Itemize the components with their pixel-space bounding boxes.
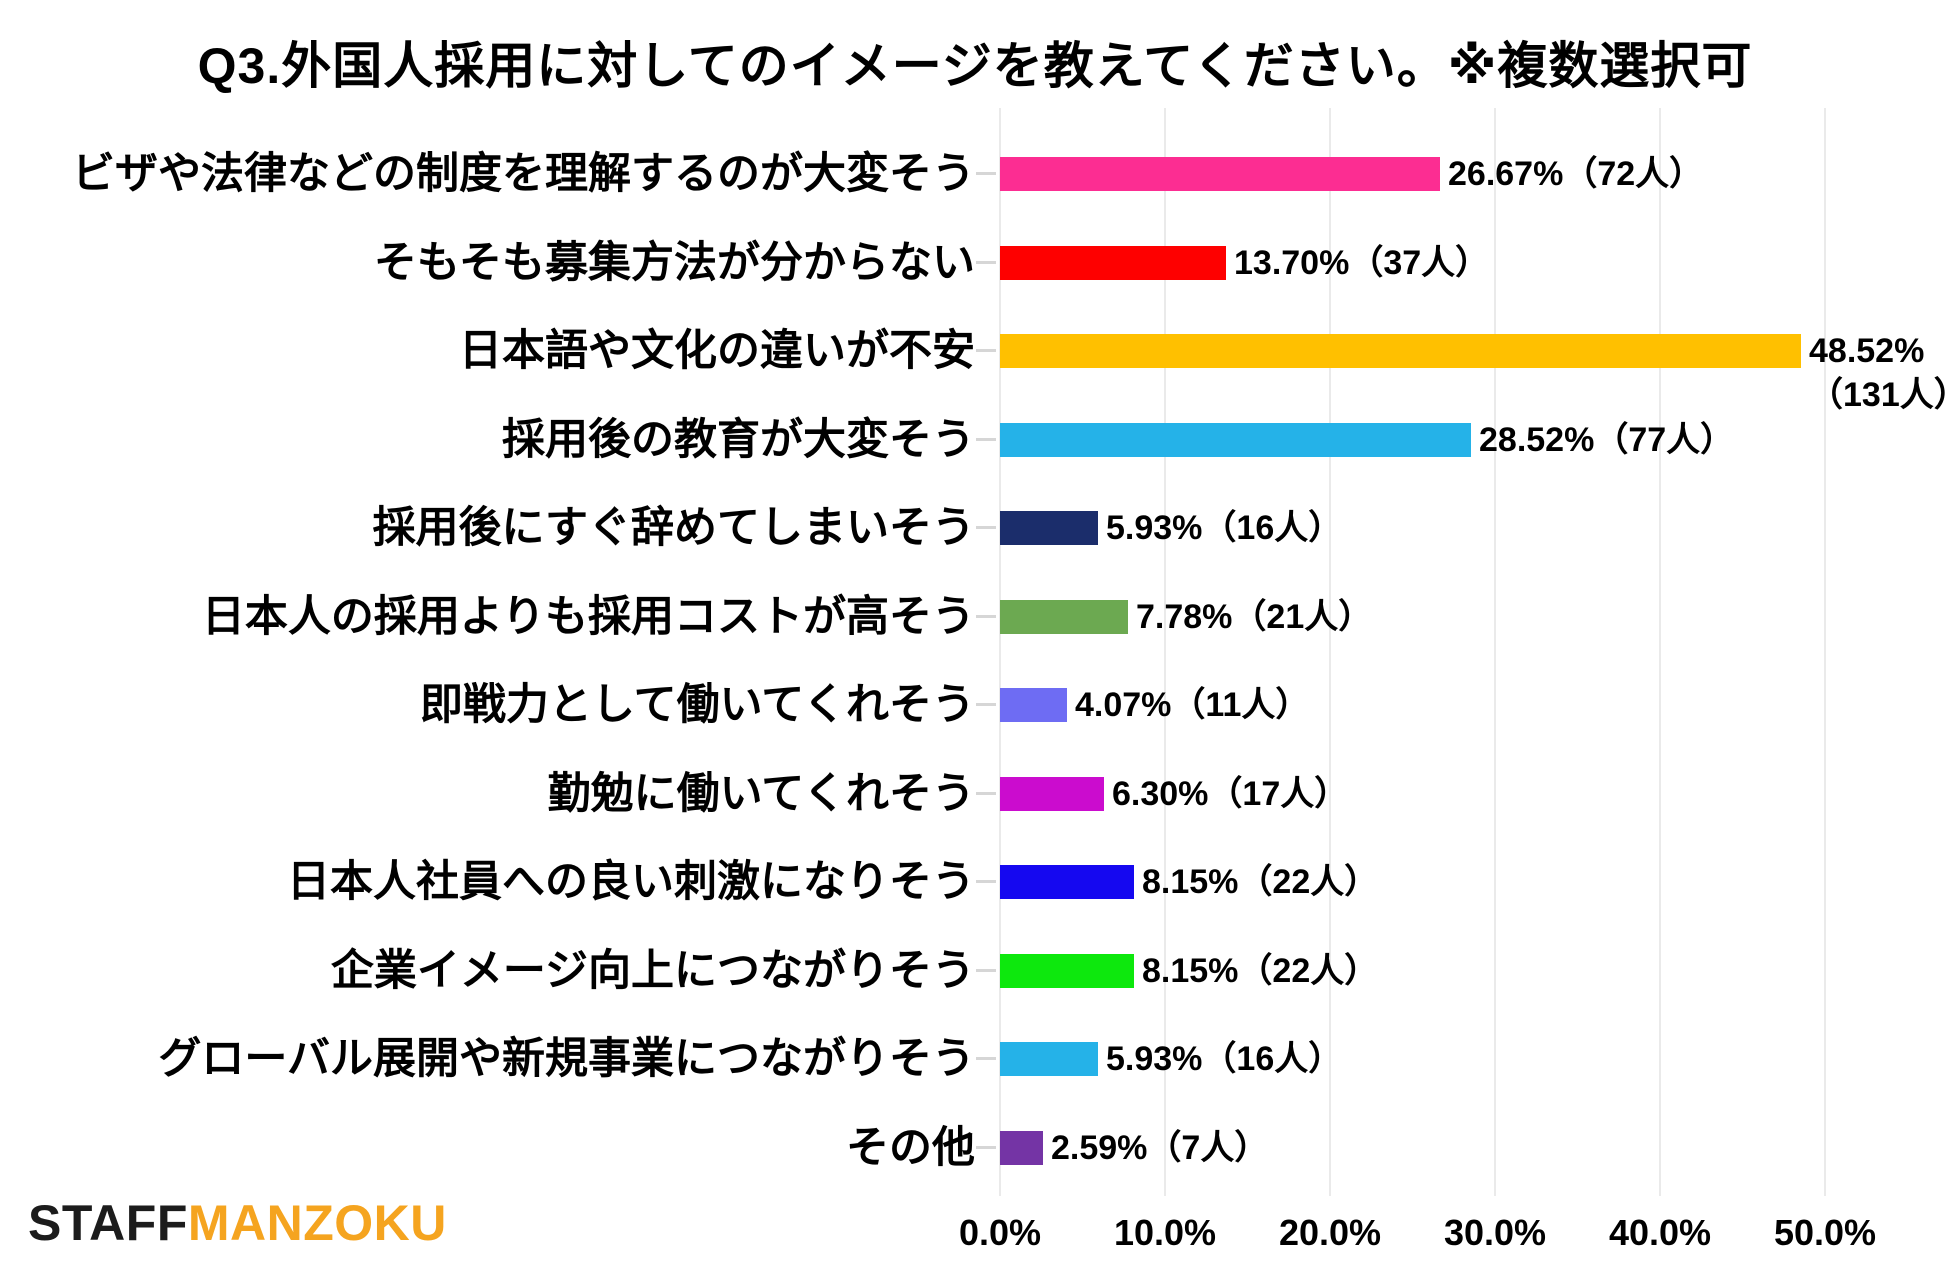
x-axis-tick-label: 20.0% — [1278, 1212, 1382, 1253]
chart-title: Q3.外国人採用に対してのイメージを教えてください。※複数選択可 — [197, 38, 1753, 94]
value-label-line: 8.15%（22人） — [1142, 863, 1379, 901]
gridline — [1164, 108, 1166, 1196]
value-label: 13.70%（37人） — [1234, 241, 1489, 285]
category-tick — [976, 791, 996, 795]
value-label-line: 5.93%（16人） — [1106, 509, 1343, 547]
bar — [1000, 422, 1471, 457]
value-label-line: 2.59%（7人） — [1051, 1128, 1269, 1167]
category-label: 即戦力として働いてくれそう — [419, 681, 975, 729]
value-label: 48.52% （131人） — [1809, 329, 1950, 417]
bar — [1000, 776, 1104, 811]
value-label-line: 13.70%（37人） — [1234, 243, 1490, 282]
bar — [1000, 334, 1801, 368]
category-tick — [976, 437, 996, 441]
value-label-line: 5.93%（16人） — [1106, 1040, 1343, 1078]
value-label-line: 48.52% — [1809, 332, 1925, 370]
logo-manzoku-text: MANZOKU — [187, 1195, 447, 1251]
gridline — [1824, 108, 1826, 1196]
value-label-line: 26.67%（72人） — [1448, 155, 1704, 193]
value-label: 8.15%（22人） — [1142, 860, 1378, 904]
category-tick — [976, 349, 996, 352]
staffmanzoku-logo: STAFFMANZOKU — [28, 1194, 447, 1252]
gridline — [999, 108, 1001, 1196]
bar — [1000, 599, 1128, 634]
value-label-line: （131人） — [1809, 376, 1950, 414]
value-label: 4.07%（11人） — [1075, 683, 1309, 727]
category-tick — [976, 172, 996, 175]
bar — [1000, 1042, 1098, 1076]
value-label-line: 8.15%（22人） — [1142, 951, 1379, 990]
category-label: 採用後の教育が大変そう — [502, 415, 975, 464]
x-axis-tick-label: 30.0% — [1443, 1212, 1547, 1253]
value-label: 8.15%（22人） — [1142, 949, 1378, 993]
value-label: 6.30%（17人） — [1112, 772, 1348, 816]
category-tick — [976, 968, 996, 972]
category-tick — [976, 1057, 996, 1060]
x-axis-tick-label: 50.0% — [1773, 1212, 1877, 1253]
bar — [1000, 688, 1067, 722]
category-label: ビザや法律などの制度を理解するのが大変そう — [72, 150, 975, 198]
value-label: 5.93%（16人） — [1106, 506, 1342, 550]
value-label-line: 7.78%（21人） — [1136, 597, 1373, 636]
category-tick — [976, 260, 996, 264]
value-label: 26.67%（72人） — [1448, 152, 1703, 196]
value-label: 2.59%（7人） — [1051, 1126, 1268, 1170]
category-tick — [976, 703, 996, 706]
value-label-line: 6.30%（17人） — [1112, 774, 1349, 813]
bar — [1000, 1130, 1043, 1165]
category-tick — [976, 526, 996, 529]
category-tick — [976, 880, 996, 883]
logo-staff-text: STAFF — [28, 1195, 188, 1251]
bar — [1000, 157, 1440, 191]
x-axis-tick-label: 40.0% — [1608, 1212, 1712, 1253]
gridline — [1329, 108, 1331, 1196]
category-label: 日本人社員への良い刺激になりそう — [287, 858, 975, 906]
gridline — [1659, 108, 1661, 1196]
value-label-line: 4.07%（11人） — [1075, 686, 1310, 724]
value-label: 7.78%（21人） — [1136, 595, 1372, 639]
category-label: そもそも募集方法が分からない — [373, 238, 975, 287]
bar — [1000, 245, 1226, 280]
gridline — [1494, 108, 1496, 1196]
value-label: 28.52%（77人） — [1479, 418, 1734, 462]
category-label: グローバル展開や新規事業につながりそう — [158, 1035, 975, 1083]
category-tick — [976, 1145, 996, 1149]
category-label: その他 — [846, 1123, 975, 1172]
category-label: 企業イメージ向上につながりそう — [330, 946, 975, 995]
value-label: 5.93%（16人） — [1106, 1037, 1342, 1081]
category-label: 勤勉に働いてくれそう — [547, 769, 975, 818]
value-label-line: 28.52%（77人） — [1479, 420, 1735, 459]
category-label: 日本語や文化の違いが不安 — [459, 327, 975, 375]
category-label: 採用後にすぐ辞めてしまいそう — [372, 504, 975, 552]
category-label: 日本人の採用よりも採用コストが高そう — [201, 592, 975, 641]
bar — [1000, 511, 1098, 545]
category-tick — [976, 614, 996, 618]
bar — [1000, 953, 1134, 988]
x-axis-tick-label: 0.0% — [958, 1212, 1042, 1253]
bar — [1000, 865, 1134, 899]
x-axis-tick-label: 10.0% — [1113, 1212, 1217, 1253]
